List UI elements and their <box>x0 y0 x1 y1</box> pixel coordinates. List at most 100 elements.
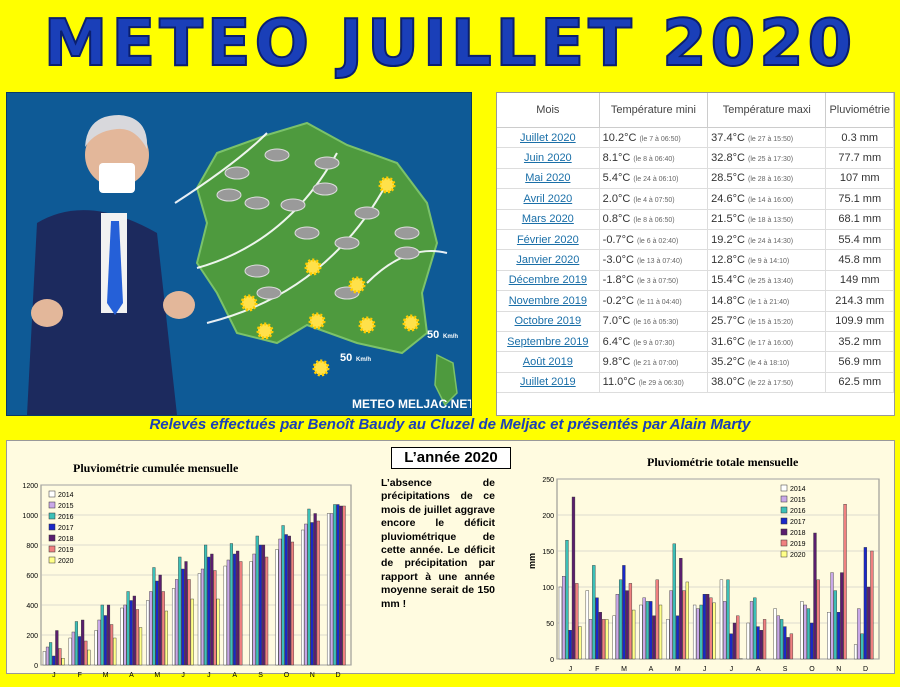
cloud-icon <box>355 207 379 219</box>
bar <box>291 542 294 665</box>
bar <box>834 591 837 659</box>
month-link[interactable]: Mai 2020 <box>497 168 599 188</box>
legend-label: 2016 <box>790 508 806 515</box>
bar <box>673 544 676 659</box>
x-tick-label: S <box>258 672 263 679</box>
legend-label: 2015 <box>58 503 74 510</box>
bar <box>790 634 793 659</box>
bar <box>827 612 830 659</box>
bar <box>311 523 314 666</box>
temp-max-cell: 14.8°C (le 1 à 21:40) <box>708 291 826 311</box>
page-title: METEO JUILLET 2020 <box>0 0 900 88</box>
bar <box>265 557 268 665</box>
month-link[interactable]: Septembre 2019 <box>497 331 599 351</box>
y-tick-label: 0 <box>34 663 38 670</box>
bar <box>605 619 608 659</box>
month-link[interactable]: Mars 2020 <box>497 209 599 229</box>
bar <box>562 576 565 659</box>
cloud-icon <box>217 189 241 201</box>
bar <box>236 551 239 665</box>
bar <box>632 610 635 659</box>
sun-icon <box>314 361 328 375</box>
temp-min-cell: -0.2°C (le 11 à 04:40) <box>599 291 708 311</box>
bar <box>831 573 834 659</box>
bar <box>870 551 873 659</box>
month-link[interactable]: Avril 2020 <box>497 189 599 209</box>
x-tick-label: J <box>569 666 573 673</box>
bar <box>198 574 201 666</box>
bar <box>333 505 336 666</box>
bar <box>182 569 185 665</box>
bar <box>559 587 562 659</box>
bar <box>81 620 84 665</box>
month-link[interactable]: Octobre 2019 <box>497 311 599 331</box>
bar <box>602 619 605 659</box>
wind-unit-label: Km/h <box>443 334 458 340</box>
bar <box>763 619 766 659</box>
cloud-icon <box>281 199 305 211</box>
wind-speed-label: 50 <box>340 352 352 364</box>
cloud-icon <box>295 227 319 239</box>
temp-max-cell: 31.6°C (le 17 à 16:00) <box>708 331 826 351</box>
bar <box>589 619 592 659</box>
x-tick-label: J <box>703 666 707 673</box>
legend-label: 2017 <box>58 525 74 532</box>
bar <box>670 591 673 659</box>
sun-icon <box>404 316 418 330</box>
rainfall-cell: 62.5 mm <box>826 372 894 392</box>
y-tick-label: 200 <box>26 633 38 640</box>
month-link[interactable]: Décembre 2019 <box>497 270 599 290</box>
legend-label: 2016 <box>58 514 74 521</box>
chart-title: Pluviométrie totale mensuelle <box>647 455 798 470</box>
bar <box>810 623 813 659</box>
bar <box>288 536 291 665</box>
year-box: L’année 2020 <box>391 447 511 469</box>
month-link[interactable]: Juillet 2020 <box>497 128 599 148</box>
legend-swatch <box>781 518 787 524</box>
bar <box>854 645 857 659</box>
legend-swatch <box>781 496 787 502</box>
y-tick-label: 0 <box>550 657 554 664</box>
month-link[interactable]: Août 2019 <box>497 352 599 372</box>
bar <box>78 637 81 666</box>
bar <box>700 605 703 659</box>
cloud-icon <box>335 237 359 249</box>
bar <box>709 598 712 659</box>
y-tick-label: 100 <box>542 585 554 592</box>
month-link[interactable]: Juin 2020 <box>497 148 599 168</box>
bar <box>191 599 194 665</box>
bar <box>572 497 575 659</box>
bar <box>276 550 279 666</box>
temp-max-cell: 37.4°C (le 27 à 15:50) <box>708 128 826 148</box>
bar <box>178 557 181 665</box>
sun-icon <box>306 260 320 274</box>
bar <box>807 609 810 659</box>
bar <box>62 658 65 665</box>
sun-icon <box>380 178 394 192</box>
bar <box>837 612 840 659</box>
bar <box>579 627 582 659</box>
rainfall-cell: 109.9 mm <box>826 311 894 331</box>
bar <box>95 631 98 666</box>
x-tick-label: M <box>621 666 627 673</box>
rainfall-cell: 68.1 mm <box>826 209 894 229</box>
cloud-icon <box>257 287 281 299</box>
weather-map: 50 Km/h 50 Km/h METEO MELJAC.NET <box>6 92 472 416</box>
month-link[interactable]: Février 2020 <box>497 229 599 249</box>
temp-min-cell: 10.2°C (le 7 à 06:50) <box>599 128 708 148</box>
temp-max-cell: 28.5°C (le 28 à 16:30) <box>708 168 826 188</box>
bar <box>840 573 843 659</box>
bar <box>188 580 191 666</box>
month-link[interactable]: Novembre 2019 <box>497 291 599 311</box>
bar <box>317 521 320 665</box>
y-tick-label: 600 <box>26 573 38 580</box>
note-text: L’absence de précipitations de ce mois d… <box>381 477 495 611</box>
legend-swatch <box>781 540 787 546</box>
month-link[interactable]: Janvier 2020 <box>497 250 599 270</box>
wind-unit-label: Km/h <box>356 357 371 363</box>
month-link[interactable]: Juillet 2019 <box>497 372 599 392</box>
bar <box>233 554 236 665</box>
